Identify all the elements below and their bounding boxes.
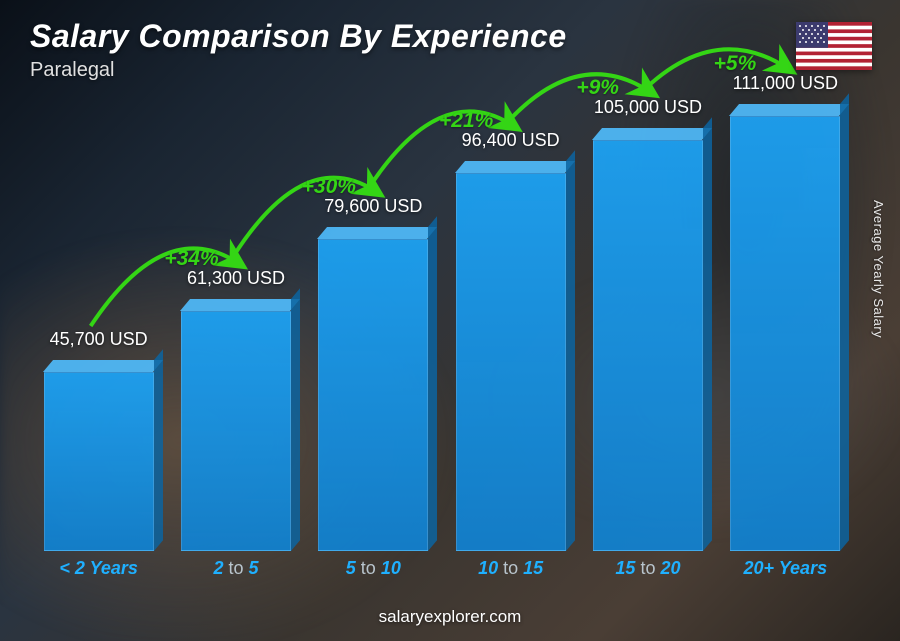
category-label: 15 to 20 xyxy=(582,558,714,579)
y-axis-label: Average Yearly Salary xyxy=(871,200,886,338)
category-label: 10 to 15 xyxy=(445,558,577,579)
bar xyxy=(730,116,840,551)
value-label: 96,400 USD xyxy=(441,130,581,151)
bar xyxy=(318,239,428,551)
bar-group: 96,400 USD xyxy=(445,173,577,551)
country-flag-us xyxy=(796,22,872,70)
value-label: 79,600 USD xyxy=(303,196,443,217)
increase-arc-label: +21% xyxy=(439,109,493,133)
category-label: 2 to 5 xyxy=(170,558,302,579)
bar xyxy=(593,140,703,551)
bar xyxy=(456,173,566,551)
bar-group: 45,700 USD xyxy=(33,372,165,551)
chart-area: 45,700 USD61,300 USD79,600 USD96,400 USD… xyxy=(30,79,854,579)
category-label: 5 to 10 xyxy=(307,558,439,579)
bar xyxy=(181,311,291,551)
chart-subtitle: Paralegal xyxy=(30,59,567,82)
category-label: 20+ Years xyxy=(719,558,851,579)
bar-group: 61,300 USD xyxy=(170,311,302,551)
value-label: 105,000 USD xyxy=(578,97,718,118)
category-label: < 2 Years xyxy=(33,558,165,579)
chart-title: Salary Comparison By Experience xyxy=(30,18,567,55)
bar xyxy=(44,372,154,551)
bar-group: 79,600 USD xyxy=(307,239,439,551)
increase-arc-label: +30% xyxy=(302,175,356,199)
bar-group: 105,000 USD xyxy=(582,140,714,551)
footer-site: salaryexplorer.com xyxy=(0,607,900,627)
value-label: 111,000 USD xyxy=(715,73,855,94)
value-label: 61,300 USD xyxy=(166,268,306,289)
increase-arc-label: +34% xyxy=(164,247,218,271)
chart-header: Salary Comparison By Experience Paralega… xyxy=(30,18,567,82)
value-label: 45,700 USD xyxy=(29,329,169,350)
category-labels: < 2 Years2 to 55 to 10 10 to 1515 to 2020… xyxy=(30,558,854,579)
increase-arc-label: +5% xyxy=(714,52,757,76)
bar-group: 111,000 USD xyxy=(719,116,851,551)
increase-arc-label: +9% xyxy=(576,76,619,100)
bars-container: 45,700 USD61,300 USD79,600 USD96,400 USD… xyxy=(30,81,854,551)
